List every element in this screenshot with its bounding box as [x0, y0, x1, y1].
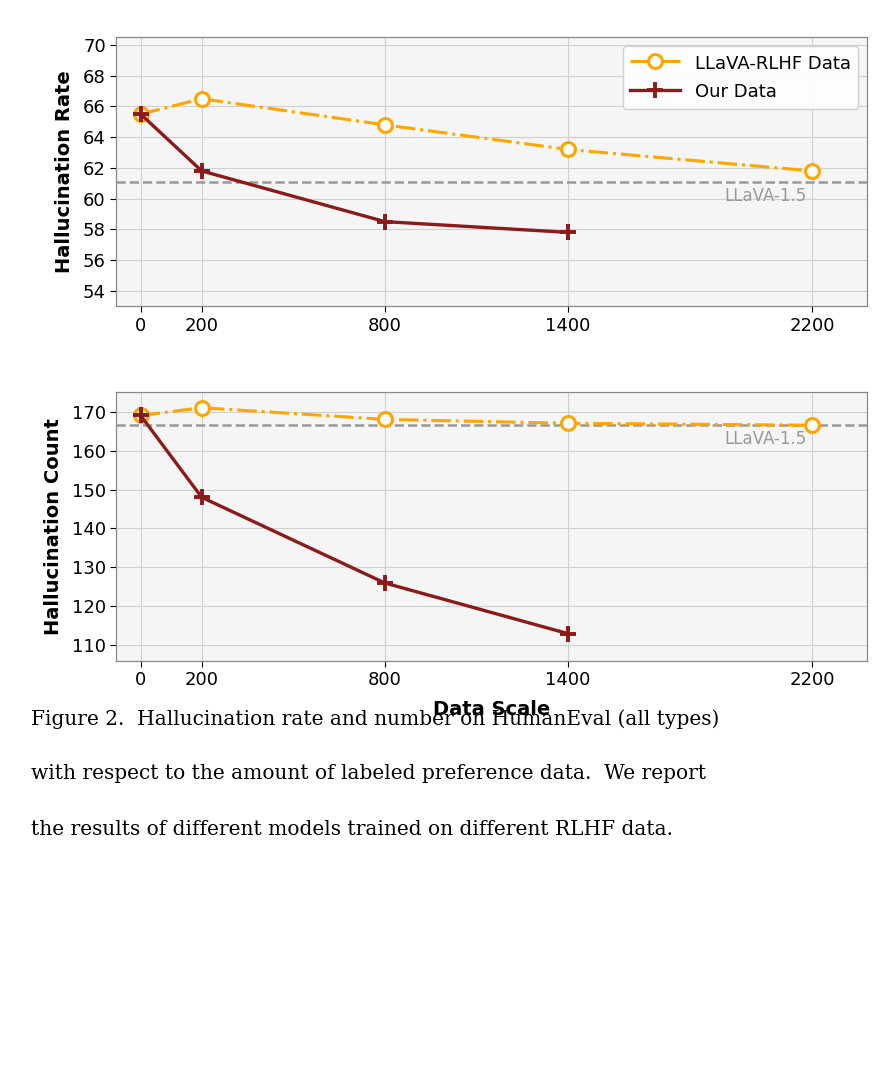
- Text: Figure 2.  Hallucination rate and number on HumanEval (all types): Figure 2. Hallucination rate and number …: [31, 709, 720, 728]
- Legend: LLaVA-RLHF Data, Our Data: LLaVA-RLHF Data, Our Data: [623, 46, 858, 109]
- Y-axis label: Hallucination Count: Hallucination Count: [45, 418, 63, 635]
- Text: LLaVA-1.5: LLaVA-1.5: [724, 187, 806, 205]
- Text: with respect to the amount of labeled preference data.  We report: with respect to the amount of labeled pr…: [31, 764, 706, 784]
- X-axis label: Data Scale: Data Scale: [433, 700, 551, 720]
- Y-axis label: Hallucination Rate: Hallucination Rate: [55, 70, 74, 273]
- Text: the results of different models trained on different RLHF data.: the results of different models trained …: [31, 820, 673, 839]
- Text: LLaVA-1.5: LLaVA-1.5: [724, 430, 806, 448]
